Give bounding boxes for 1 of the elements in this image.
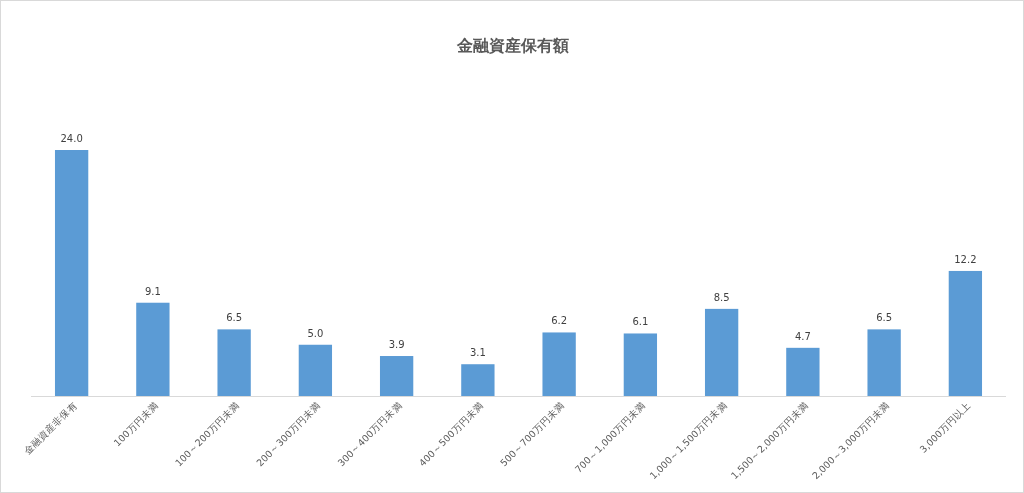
title: 金融資産保有額 [457,36,569,55]
